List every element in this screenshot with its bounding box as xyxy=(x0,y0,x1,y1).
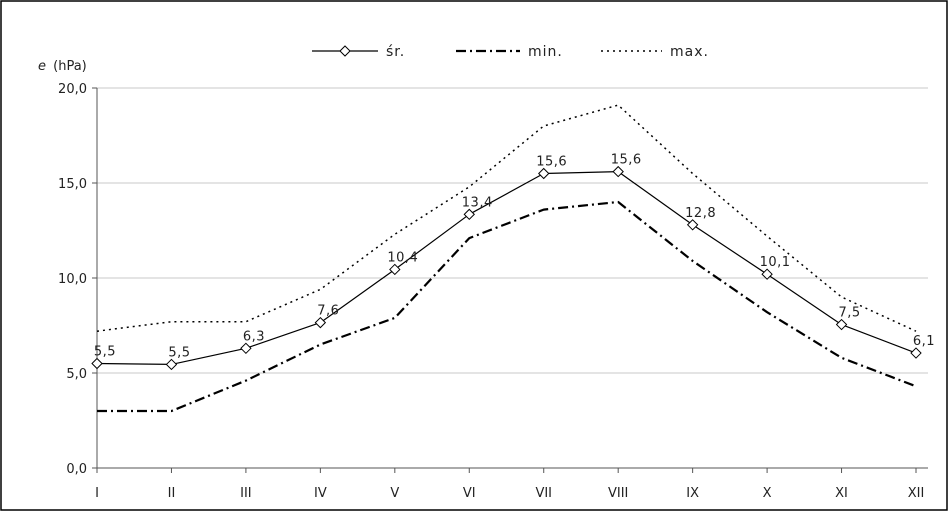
data-label: 7,6 xyxy=(317,304,339,319)
data-point-marker xyxy=(835,318,848,331)
y-tick-label: 10,0 xyxy=(58,272,87,287)
x-tick-label: II xyxy=(168,486,176,501)
series-line-min xyxy=(97,200,917,413)
data-point-marker xyxy=(314,316,327,329)
data-point-marker xyxy=(91,357,103,370)
legend: śr. min. max. xyxy=(312,44,709,60)
data-point-marker xyxy=(910,347,922,359)
data-label: 7,5 xyxy=(838,306,860,321)
data-point-marker xyxy=(389,263,401,276)
data-label: 15,6 xyxy=(611,153,642,168)
data-point-marker xyxy=(612,165,624,178)
x-tick-label: I xyxy=(95,486,99,501)
x-tick-label: III xyxy=(240,486,252,501)
x-tick-label: VI xyxy=(463,486,476,501)
y-axis-unit: (hPa) xyxy=(53,59,87,74)
x-tick-label: VIII xyxy=(608,486,628,501)
data-label: 15,6 xyxy=(536,155,567,170)
legend-label-max: max. xyxy=(670,44,709,60)
data-label: 12,8 xyxy=(685,206,716,221)
series-layer xyxy=(91,104,922,413)
y-tick-label: 20,0 xyxy=(58,82,87,97)
data-label: 6,1 xyxy=(913,334,935,349)
y-tick-label: 0,0 xyxy=(66,462,87,477)
data-point-marker xyxy=(538,167,550,180)
data-point-marker xyxy=(240,342,252,355)
x-tick-label: IV xyxy=(314,486,327,501)
data-label: 13,4 xyxy=(462,195,493,210)
grid-layer xyxy=(97,87,928,374)
data-label-layer: 5,5 5,5 6,3 7,6 10,4 13,4 15,6 15,6 12,8 10,1 7,5 6… xyxy=(94,153,935,361)
x-tick-label: IX xyxy=(686,486,699,501)
legend-marker-avg xyxy=(339,45,351,57)
data-label: 10,4 xyxy=(387,250,418,265)
legend-label-avg: śr. xyxy=(386,44,405,60)
data-label: 5,5 xyxy=(168,345,190,360)
data-label: 6,3 xyxy=(243,329,265,344)
x-tick-label: V xyxy=(390,486,399,501)
series-line-avg xyxy=(96,171,917,365)
x-tick-label: XII xyxy=(908,486,925,501)
x-tick-label: VII xyxy=(535,486,552,501)
data-label: 10,1 xyxy=(760,255,791,270)
data-point-marker xyxy=(761,268,773,280)
y-tick-label: 15,0 xyxy=(58,177,87,192)
data-point-marker xyxy=(686,219,699,231)
y-axis-variable: e xyxy=(38,59,46,74)
legend-label-min: min. xyxy=(528,44,563,60)
y-tick-label: 5,0 xyxy=(66,367,87,382)
data-point-marker xyxy=(165,358,178,371)
data-point-marker xyxy=(463,208,475,221)
x-tick-label: X xyxy=(763,486,772,501)
data-label: 5,5 xyxy=(94,345,116,360)
series-line-max xyxy=(96,104,917,332)
axis-layer: 0,05,010,015,020,0I II III IV V VI VII VIII IX X X… xyxy=(58,82,928,501)
y-axis-title: e (hPa) xyxy=(38,59,87,74)
x-tick-label: XI xyxy=(835,486,848,501)
